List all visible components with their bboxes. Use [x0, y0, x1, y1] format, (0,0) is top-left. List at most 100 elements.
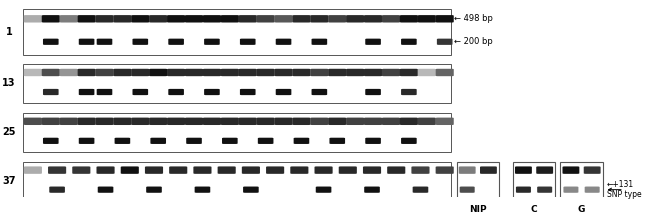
FancyBboxPatch shape — [146, 187, 162, 193]
FancyBboxPatch shape — [203, 118, 221, 125]
FancyBboxPatch shape — [258, 138, 274, 144]
FancyBboxPatch shape — [121, 166, 139, 174]
FancyBboxPatch shape — [364, 15, 382, 22]
FancyBboxPatch shape — [400, 69, 418, 76]
FancyBboxPatch shape — [328, 15, 346, 22]
FancyBboxPatch shape — [564, 187, 578, 193]
FancyBboxPatch shape — [562, 166, 579, 174]
FancyBboxPatch shape — [276, 89, 291, 95]
FancyBboxPatch shape — [339, 166, 357, 174]
FancyBboxPatch shape — [79, 89, 94, 95]
FancyBboxPatch shape — [411, 166, 430, 174]
FancyBboxPatch shape — [186, 138, 202, 144]
FancyBboxPatch shape — [149, 118, 168, 125]
Text: ← 498 bp: ← 498 bp — [454, 14, 493, 23]
FancyBboxPatch shape — [311, 118, 329, 125]
FancyBboxPatch shape — [400, 118, 418, 125]
FancyBboxPatch shape — [217, 166, 236, 174]
FancyBboxPatch shape — [204, 89, 220, 95]
FancyBboxPatch shape — [312, 89, 327, 95]
FancyBboxPatch shape — [168, 89, 184, 95]
Bar — [513, 162, 555, 201]
FancyBboxPatch shape — [168, 39, 184, 45]
FancyBboxPatch shape — [24, 118, 42, 125]
FancyBboxPatch shape — [435, 166, 454, 174]
FancyBboxPatch shape — [437, 39, 452, 45]
FancyBboxPatch shape — [60, 15, 78, 22]
FancyBboxPatch shape — [366, 39, 381, 45]
FancyBboxPatch shape — [387, 166, 405, 174]
FancyBboxPatch shape — [96, 89, 113, 95]
Text: ← 200 bp: ← 200 bp — [454, 37, 493, 46]
FancyBboxPatch shape — [257, 15, 275, 22]
FancyBboxPatch shape — [515, 166, 532, 174]
FancyBboxPatch shape — [222, 138, 237, 144]
FancyBboxPatch shape — [131, 15, 149, 22]
FancyBboxPatch shape — [204, 39, 220, 45]
FancyBboxPatch shape — [167, 15, 185, 22]
FancyBboxPatch shape — [185, 118, 203, 125]
FancyBboxPatch shape — [413, 187, 428, 193]
FancyBboxPatch shape — [49, 187, 65, 193]
FancyBboxPatch shape — [221, 15, 239, 22]
FancyBboxPatch shape — [24, 15, 42, 22]
Bar — [23, 113, 451, 152]
FancyBboxPatch shape — [113, 69, 131, 76]
Bar — [457, 162, 499, 201]
FancyBboxPatch shape — [150, 138, 166, 144]
Bar — [23, 162, 451, 201]
FancyBboxPatch shape — [169, 166, 187, 174]
FancyBboxPatch shape — [115, 138, 130, 144]
FancyBboxPatch shape — [133, 89, 148, 95]
FancyBboxPatch shape — [72, 166, 91, 174]
FancyBboxPatch shape — [195, 187, 210, 193]
FancyBboxPatch shape — [203, 69, 221, 76]
Text: 37: 37 — [3, 176, 16, 186]
FancyBboxPatch shape — [311, 69, 329, 76]
FancyBboxPatch shape — [292, 69, 311, 76]
FancyBboxPatch shape — [24, 69, 42, 76]
FancyBboxPatch shape — [41, 69, 60, 76]
FancyBboxPatch shape — [60, 118, 78, 125]
FancyBboxPatch shape — [41, 15, 60, 22]
FancyBboxPatch shape — [113, 15, 131, 22]
FancyBboxPatch shape — [382, 118, 400, 125]
FancyBboxPatch shape — [274, 15, 292, 22]
FancyBboxPatch shape — [79, 138, 94, 144]
FancyBboxPatch shape — [346, 69, 364, 76]
FancyBboxPatch shape — [149, 69, 168, 76]
FancyBboxPatch shape — [537, 187, 552, 193]
FancyBboxPatch shape — [257, 118, 275, 125]
FancyBboxPatch shape — [78, 118, 96, 125]
Bar — [23, 64, 451, 103]
FancyBboxPatch shape — [311, 15, 329, 22]
FancyBboxPatch shape — [149, 15, 168, 22]
FancyBboxPatch shape — [131, 69, 149, 76]
Text: C: C — [531, 205, 538, 214]
Text: ←+131
SNP type: ←+131 SNP type — [606, 180, 641, 199]
Text: 13: 13 — [3, 78, 16, 88]
FancyBboxPatch shape — [400, 15, 418, 22]
FancyBboxPatch shape — [185, 15, 203, 22]
FancyBboxPatch shape — [516, 187, 531, 193]
FancyBboxPatch shape — [239, 15, 257, 22]
FancyBboxPatch shape — [242, 166, 260, 174]
FancyBboxPatch shape — [78, 15, 96, 22]
FancyBboxPatch shape — [243, 187, 259, 193]
FancyBboxPatch shape — [96, 39, 113, 45]
FancyBboxPatch shape — [584, 166, 600, 174]
FancyBboxPatch shape — [401, 89, 417, 95]
FancyBboxPatch shape — [294, 138, 309, 144]
FancyBboxPatch shape — [274, 69, 292, 76]
FancyBboxPatch shape — [292, 15, 311, 22]
FancyBboxPatch shape — [435, 118, 454, 125]
Text: 1: 1 — [6, 27, 12, 37]
FancyBboxPatch shape — [43, 39, 59, 45]
FancyBboxPatch shape — [418, 118, 436, 125]
Text: G: G — [578, 205, 586, 214]
FancyBboxPatch shape — [167, 118, 185, 125]
FancyBboxPatch shape — [276, 39, 291, 45]
FancyBboxPatch shape — [291, 166, 309, 174]
FancyBboxPatch shape — [314, 166, 333, 174]
Text: NIP: NIP — [469, 205, 487, 214]
